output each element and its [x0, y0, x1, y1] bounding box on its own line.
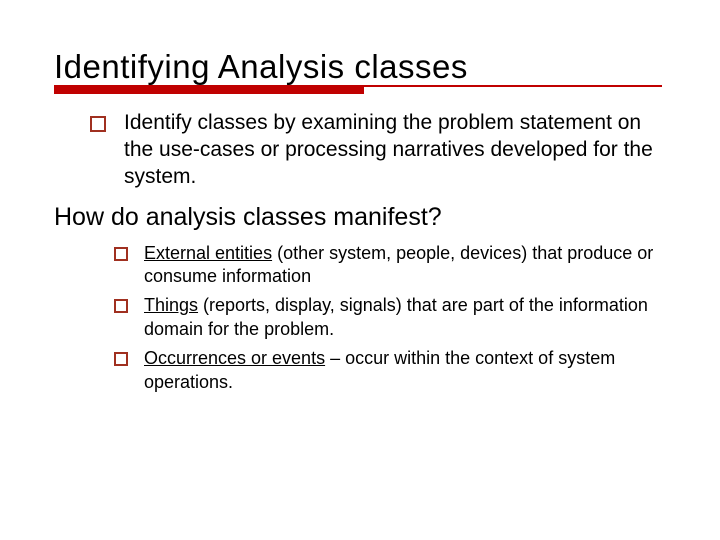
underlined-term: Things	[144, 295, 198, 315]
subheading: How do analysis classes manifest?	[54, 203, 666, 232]
underlined-term: External entities	[144, 243, 272, 263]
list-item: Things (reports, display, signals) that …	[114, 294, 666, 341]
underlined-term: Occurrences or events	[144, 348, 325, 368]
title-rule	[54, 85, 666, 94]
rule-thick	[54, 87, 364, 94]
item-rest: (reports, display, signals) that are par…	[144, 295, 648, 338]
list-item: Occurrences or events – occur within the…	[114, 347, 666, 394]
slide-title: Identifying Analysis classes	[54, 48, 666, 86]
list-item: External entities (other system, people,…	[114, 242, 666, 289]
main-bullet-list: Identify classes by examining the proble…	[54, 110, 666, 191]
list-item: Identify classes by examining the proble…	[90, 110, 666, 191]
sub-bullet-list: External entities (other system, people,…	[54, 242, 666, 394]
slide: Identifying Analysis classes Identify cl…	[0, 0, 720, 540]
